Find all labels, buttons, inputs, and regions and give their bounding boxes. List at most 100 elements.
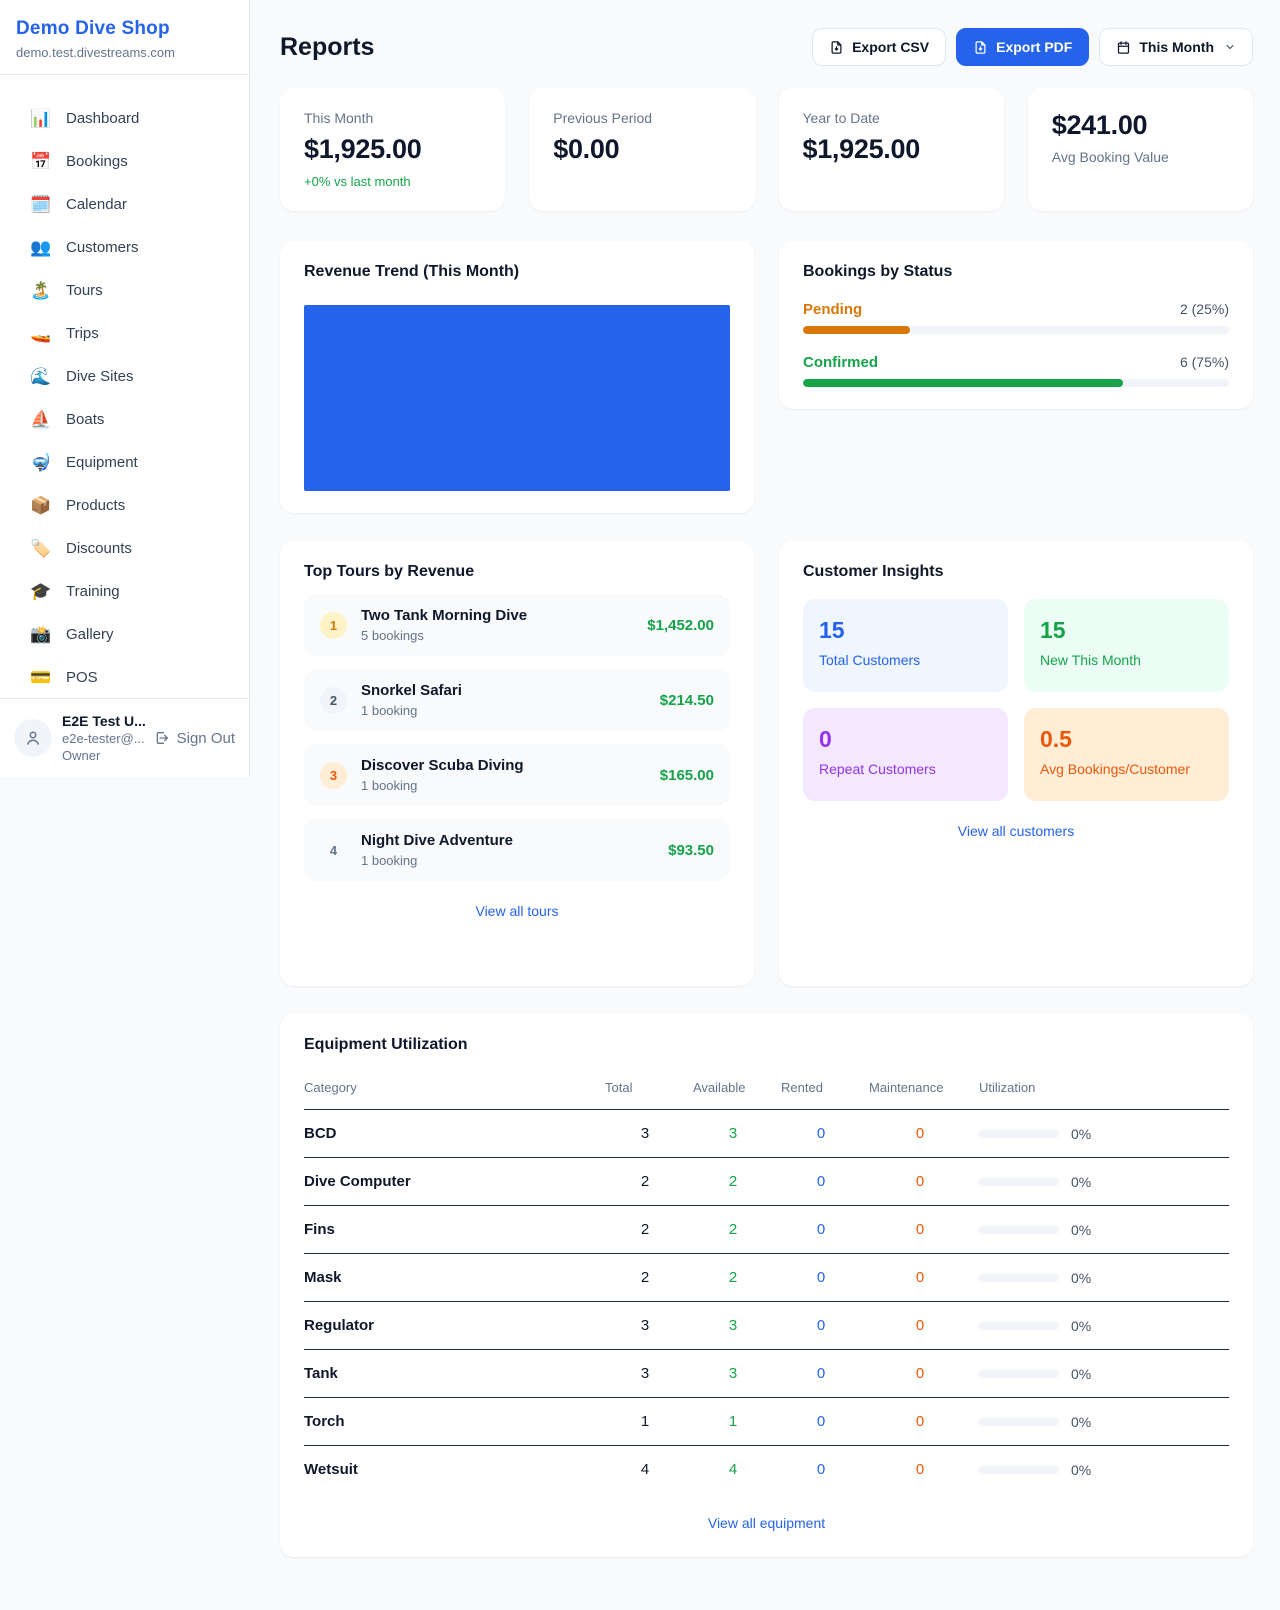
insight-label: Avg Bookings/Customer — [1040, 761, 1190, 777]
customer-insights-card: Customer Insights 15 Total Customers 15 … — [779, 541, 1253, 986]
table-row: Wetsuit 4 4 0 0 0% — [304, 1446, 1229, 1494]
stat-delta: +0% vs last month — [304, 174, 411, 189]
equipment-category: BCD — [304, 1109, 605, 1158]
status-row-pending: Pending 2 (25%) — [803, 301, 1229, 334]
customer-insights-title: Customer Insights — [803, 563, 944, 580]
utilization-pct: 0% — [1071, 1125, 1092, 1142]
tour-list-item[interactable]: 2 Snorkel Safari 1 booking $214.50 — [304, 669, 730, 731]
sidebar-item-discounts[interactable]: 🏷️ Discounts — [12, 527, 237, 570]
sidebar-item-dashboard[interactable]: 📊 Dashboard — [12, 97, 237, 140]
brand-header: Demo Dive Shop demo.test.divestreams.com — [0, 0, 249, 75]
rank-badge: 2 — [320, 686, 347, 714]
top-tours-title: Top Tours by Revenue — [304, 563, 475, 580]
trips-icon: 🚤 — [30, 323, 52, 343]
tours-icon: 🏝️ — [30, 280, 52, 300]
user-name: E2E Test U... — [62, 713, 146, 729]
revenue-trend-title: Revenue Trend (This Month) — [304, 263, 520, 280]
tour-bookings: 1 booking — [361, 778, 418, 793]
tour-list-item[interactable]: 1 Two Tank Morning Dive 5 bookings $1,45… — [304, 594, 730, 656]
revenue-trend-chart — [304, 305, 730, 491]
tour-list-item[interactable]: 3 Discover Scuba Diving 1 booking $165.0… — [304, 744, 730, 806]
col-rented: Rented — [781, 1072, 869, 1110]
col-utilization: Utilization — [979, 1072, 1229, 1110]
tour-list-item[interactable]: 4 Night Dive Adventure 1 booking $93.50 — [304, 819, 730, 881]
insight-label: Total Customers — [819, 652, 921, 668]
stats-grid: This Month $1,925.00 +0% vs last month P… — [280, 88, 1253, 211]
view-all-tours-link[interactable]: View all tours — [475, 903, 559, 919]
tour-revenue: $165.00 — [659, 766, 714, 784]
status-count: 2 (25%) — [1179, 301, 1229, 317]
tour-revenue: $214.50 — [659, 691, 714, 709]
pos-icon: 💳 — [30, 667, 52, 687]
stat-card-avg-booking-value: $241.00 Avg Booking Value — [1027, 88, 1253, 211]
chevron-down-icon — [1226, 44, 1234, 50]
equipment-maintenance: 0 — [915, 1461, 925, 1478]
insight-label: Repeat Customers — [819, 761, 936, 777]
insight-value: 15 — [1040, 617, 1066, 643]
top-tours-card: Top Tours by Revenue 1 Two Tank Morning … — [280, 541, 754, 986]
equipment-total: 3 — [605, 1109, 693, 1158]
sign-out-label: Sign Out — [176, 729, 235, 747]
sidebar-item-products[interactable]: 📦 Products — [12, 484, 237, 527]
equipment-maintenance: 0 — [915, 1365, 925, 1382]
stat-label: This Month — [304, 110, 374, 126]
view-all-equipment-link[interactable]: View all equipment — [707, 1515, 826, 1531]
insight-tile-repeat-customers: 0 Repeat Customers — [803, 708, 1008, 801]
utilization-bar — [979, 1417, 1059, 1426]
equipment-available: 3 — [728, 1317, 738, 1334]
sidebar-item-training[interactable]: 🎓 Training — [12, 570, 237, 613]
bookings-by-status-card: Bookings by Status Pending 2 (25%) Confi… — [779, 241, 1253, 409]
utilization-bar — [979, 1273, 1059, 1282]
sign-out-button[interactable]: Sign Out — [154, 730, 235, 747]
charts-row: Revenue Trend (This Month) Bookings by S… — [280, 241, 1253, 513]
stat-value: $1,925.00 — [304, 134, 422, 164]
export-csv-button[interactable]: Export CSV — [812, 28, 947, 66]
page-header: Reports Export CSV Export PDF This Month — [280, 28, 1253, 66]
equipment-rented: 0 — [816, 1221, 826, 1238]
equipment-category: Wetsuit — [304, 1461, 358, 1478]
equipment-total: 2 — [605, 1205, 693, 1254]
table-row: Fins 2 2 0 0 0% — [304, 1205, 1229, 1254]
sidebar-item-label: Gallery — [66, 626, 114, 643]
equipment-rented: 0 — [816, 1317, 826, 1334]
status-bar-fill — [803, 379, 1123, 387]
equipment-available: 1 — [728, 1413, 738, 1430]
stat-label: Year to Date — [802, 110, 880, 126]
sidebar-item-label: Customers — [66, 239, 139, 256]
insight-value: 0.5 — [1040, 726, 1072, 752]
sidebar-item-label: Dive Sites — [66, 368, 134, 385]
revenue-trend-card: Revenue Trend (This Month) — [280, 241, 754, 513]
equipment-rented: 0 — [816, 1269, 826, 1286]
sidebar-item-trips[interactable]: 🚤 Trips — [12, 312, 237, 355]
stat-card-previous-period: Previous Period $0.00 — [529, 88, 755, 211]
equipment-category: Dive Computer — [304, 1157, 605, 1206]
view-all-customers-link[interactable]: View all customers — [957, 823, 1075, 839]
sidebar-item-tours[interactable]: 🏝️ Tours — [12, 269, 237, 312]
insight-tile-total-customers: 15 Total Customers — [803, 599, 1008, 692]
sidebar-item-dive-sites[interactable]: 🌊 Dive Sites — [12, 355, 237, 398]
sidebar-item-customers[interactable]: 👥 Customers — [12, 226, 237, 269]
sidebar-item-pos[interactable]: 💳 POS — [12, 656, 237, 698]
sidebar-item-boats[interactable]: ⛵ Boats — [12, 398, 237, 441]
col-available: Available — [693, 1072, 781, 1110]
table-row: Torch 1 1 0 0 0% — [304, 1397, 1229, 1446]
user-email: e2e-tester@... — [62, 731, 145, 746]
equipment-available: 3 — [728, 1125, 738, 1142]
export-pdf-button[interactable]: Export PDF — [956, 28, 1090, 66]
sidebar-item-bookings[interactable]: 📅 Bookings — [12, 140, 237, 183]
period-label: This Month — [1139, 39, 1214, 55]
sidebar-item-label: Equipment — [66, 454, 138, 471]
tour-name: Discover Scuba Diving — [361, 757, 524, 774]
discounts-icon: 🏷️ — [30, 538, 52, 558]
period-dropdown[interactable]: This Month — [1099, 28, 1253, 66]
equipment-rented: 0 — [816, 1173, 826, 1190]
equipment-rented: 0 — [816, 1125, 826, 1142]
sidebar-item-equipment[interactable]: 🤿 Equipment — [12, 441, 237, 484]
status-bar-fill — [803, 326, 910, 334]
sidebar-item-label: Bookings — [66, 153, 128, 170]
sidebar-item-label: Training — [66, 583, 120, 600]
utilization-pct: 0% — [1071, 1173, 1092, 1190]
tour-name: Snorkel Safari — [361, 682, 462, 699]
sidebar-item-gallery[interactable]: 📸 Gallery — [12, 613, 237, 656]
sidebar-item-calendar[interactable]: 🗓️ Calendar — [12, 183, 237, 226]
